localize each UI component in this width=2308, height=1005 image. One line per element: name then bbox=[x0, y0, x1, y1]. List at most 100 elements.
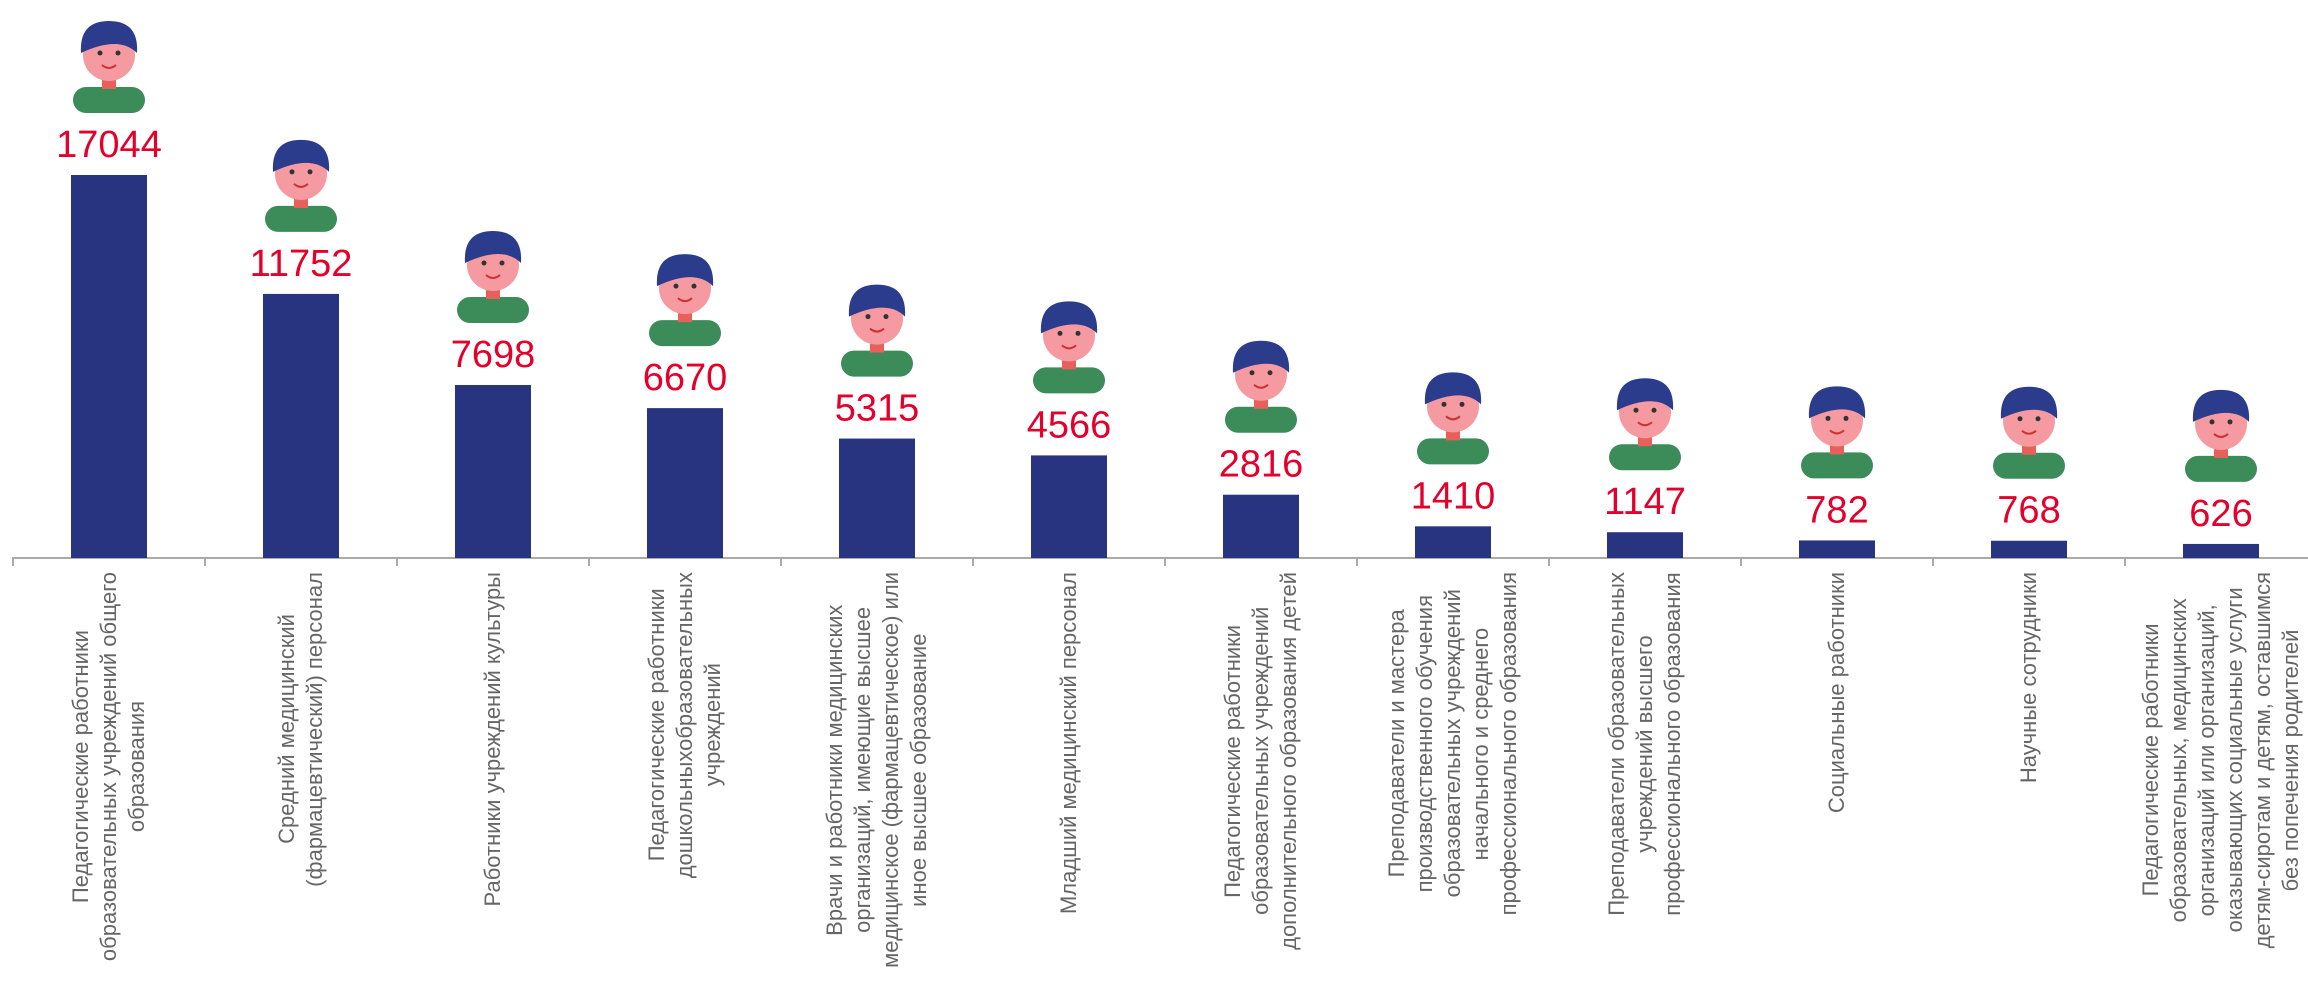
person-icon bbox=[841, 284, 913, 377]
icon-hair bbox=[1424, 372, 1482, 405]
icon-hair bbox=[848, 284, 906, 317]
x-tick-label: Врачи и работники медицинских организаци… bbox=[822, 572, 931, 968]
icon-mouth bbox=[101, 64, 117, 69]
x-tick-label: Младший медицинский персонал bbox=[1056, 572, 1081, 915]
icon-mouth bbox=[869, 327, 885, 333]
icon-body bbox=[841, 350, 913, 377]
person-icon bbox=[1801, 386, 1873, 479]
person-icon bbox=[265, 139, 337, 232]
icon-body bbox=[73, 87, 145, 113]
person-icon bbox=[457, 231, 529, 324]
person-icon bbox=[1609, 378, 1681, 471]
icon-hair bbox=[464, 231, 522, 264]
x-tick-label: Работники учреждений культуры bbox=[480, 572, 505, 907]
icon-body bbox=[1225, 406, 1297, 433]
icon-eye bbox=[1843, 415, 1849, 421]
value-label: 1147 bbox=[1604, 481, 1686, 523]
icon-hair bbox=[2000, 386, 2058, 419]
x-tick-label: Социальные работники bbox=[1824, 572, 1849, 814]
icon-mouth bbox=[2213, 433, 2229, 438]
bar bbox=[71, 175, 147, 558]
icon-eye bbox=[2227, 419, 2233, 425]
bar bbox=[1991, 540, 2067, 558]
value-label: 626 bbox=[2189, 493, 2252, 535]
icon-hair bbox=[1616, 378, 1674, 411]
icon-mouth bbox=[1637, 421, 1653, 427]
icon-eye bbox=[1249, 370, 1255, 376]
icon-hair bbox=[1232, 340, 1290, 373]
icon-body bbox=[265, 205, 337, 232]
x-tick-label: Преподаватели и мастера производственног… bbox=[1384, 572, 1521, 916]
icon-eye bbox=[1633, 407, 1639, 413]
x-tick-label: Средний медицинский (фармацевтический) п… bbox=[274, 572, 327, 887]
icon-hair bbox=[272, 139, 330, 172]
icon-mouth bbox=[1061, 344, 1077, 350]
value-label: 4566 bbox=[1027, 404, 1112, 446]
value-label: 11752 bbox=[250, 243, 353, 285]
icon-mouth bbox=[1445, 415, 1461, 421]
icon-eye bbox=[289, 169, 295, 175]
bar bbox=[1607, 532, 1683, 558]
value-label: 1410 bbox=[1411, 475, 1496, 517]
icon-mouth bbox=[1253, 383, 1269, 389]
icon-mouth bbox=[677, 297, 693, 303]
x-tick-label: Педагогические работники образовательных… bbox=[1220, 572, 1301, 950]
x-tick-label: Педагогические работники образовательных… bbox=[68, 572, 149, 962]
icon-mouth bbox=[1829, 429, 1845, 435]
value-label: 7698 bbox=[451, 334, 536, 376]
value-label: 782 bbox=[1805, 489, 1868, 531]
icon-body bbox=[1033, 367, 1105, 394]
person-icon bbox=[73, 21, 145, 113]
icon-hair bbox=[80, 21, 138, 53]
bar bbox=[839, 438, 915, 558]
icon-eye bbox=[673, 283, 679, 289]
icon-eye bbox=[2035, 416, 2041, 422]
x-tick-label: Педагогические работники образовательных… bbox=[2138, 572, 2303, 949]
value-label: 768 bbox=[1997, 490, 2060, 532]
icon-hair bbox=[1040, 301, 1098, 334]
icon-eye bbox=[481, 260, 487, 266]
icon-eye bbox=[1267, 370, 1273, 376]
icon-eye bbox=[97, 50, 103, 56]
icon-eye bbox=[499, 260, 505, 266]
icon-body bbox=[1417, 438, 1489, 465]
icon-eye bbox=[2209, 419, 2215, 425]
icon-body bbox=[2185, 455, 2257, 482]
value-label: 5315 bbox=[835, 388, 920, 430]
icon-eye bbox=[1075, 330, 1081, 336]
icon-body bbox=[1993, 452, 2065, 479]
person-icon bbox=[1993, 386, 2065, 479]
bar bbox=[1415, 526, 1491, 558]
x-tick-label: Педагогические работники дошкольныхобраз… bbox=[644, 572, 725, 879]
icon-eye bbox=[691, 283, 697, 289]
icon-eye bbox=[1651, 407, 1657, 413]
person-icon bbox=[1417, 372, 1489, 465]
bar bbox=[647, 408, 723, 558]
bar bbox=[1223, 494, 1299, 558]
icon-body bbox=[457, 297, 529, 324]
bar bbox=[455, 385, 531, 558]
bar bbox=[263, 293, 339, 558]
icon-eye bbox=[115, 50, 121, 56]
value-label: 6670 bbox=[643, 357, 728, 399]
person-icon bbox=[2185, 389, 2257, 482]
bar bbox=[1799, 540, 1875, 558]
icon-eye bbox=[865, 314, 871, 320]
icon-mouth bbox=[2021, 429, 2037, 435]
icon-mouth bbox=[485, 274, 501, 280]
value-label: 17044 bbox=[56, 124, 162, 166]
icon-eye bbox=[307, 169, 313, 175]
icon-body bbox=[1609, 444, 1681, 471]
icon-eye bbox=[1057, 330, 1063, 336]
icon-hair bbox=[1808, 386, 1866, 419]
icon-body bbox=[649, 320, 721, 347]
icon-mouth bbox=[293, 183, 309, 188]
icon-eye bbox=[1459, 401, 1465, 407]
icon-eye bbox=[2017, 416, 2023, 422]
person-icon bbox=[1033, 301, 1105, 394]
person-icon bbox=[1225, 340, 1297, 433]
icon-hair bbox=[2192, 389, 2250, 422]
icon-eye bbox=[1441, 401, 1447, 407]
